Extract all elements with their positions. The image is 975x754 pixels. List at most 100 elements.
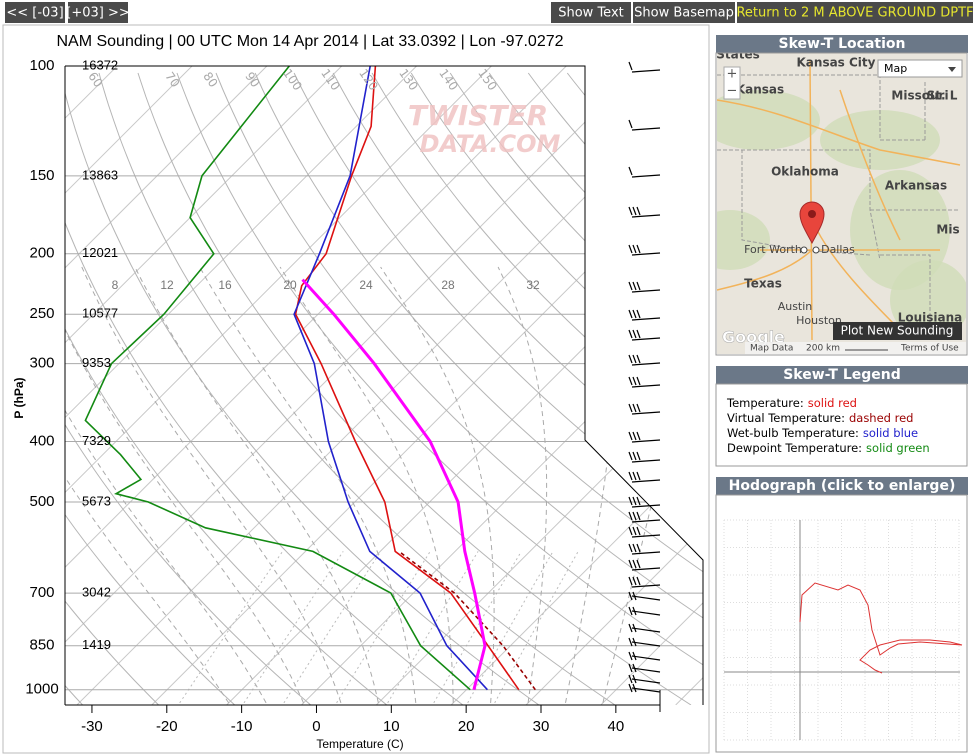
- dry-adiabat: [254, 72, 703, 705]
- show-text-button[interactable]: [551, 2, 631, 23]
- height-label: 3042: [82, 585, 111, 600]
- wind-barb-flag: [632, 606, 637, 616]
- hodograph-image[interactable]: [715, 494, 968, 753]
- map-select-arrow: [948, 67, 956, 72]
- theta-label: 130: [396, 66, 421, 93]
- wind-barb-flag: [628, 431, 633, 441]
- show-basemap-button[interactable]: [633, 2, 735, 23]
- zoom-out[interactable]: −: [727, 84, 738, 99]
- legend-style: solid green: [866, 441, 930, 455]
- isotherm: [65, 66, 492, 705]
- map-select[interactable]: [877, 59, 963, 78]
- wind-barb-staff: [631, 534, 661, 538]
- plot-button[interactable]: [833, 322, 962, 340]
- map-label: Texas: [744, 277, 782, 291]
- zoom-in[interactable]: +: [727, 67, 738, 82]
- moist-adiabat: [65, 266, 230, 704]
- hodograph[interactable]: [723, 519, 963, 741]
- y-tick-label: 400: [29, 432, 54, 449]
- return-button[interactable]: [737, 2, 973, 23]
- show-text-label[interactable]: Show Text: [558, 6, 624, 21]
- wind-barb-flag: [628, 683, 633, 693]
- theta-label: 140: [436, 66, 461, 93]
- wind-barb-staff: [631, 667, 661, 673]
- chart-frame: [2, 24, 710, 754]
- wind-barb-flag: [628, 623, 633, 633]
- map-border-line: [717, 74, 925, 141]
- legend-box: [715, 383, 968, 467]
- wind-barb-staff: [631, 127, 661, 131]
- wind-barb-staff: [631, 595, 661, 601]
- sounding-line: [293, 66, 488, 691]
- wind-barb-flag: [632, 526, 637, 536]
- show-basemap-label[interactable]: Show Basemap: [634, 6, 734, 21]
- wind-barb-flag: [636, 559, 641, 569]
- wind-barb-flag: [636, 543, 641, 553]
- sounding-line: [301, 278, 487, 691]
- wind-barb-staff: [631, 551, 661, 555]
- dry-adiabat: [65, 72, 312, 705]
- wind-barb-flag: [628, 206, 633, 216]
- height-label: 12021: [82, 245, 118, 260]
- moist-adiabat: [81, 266, 342, 704]
- sounding-line: [294, 66, 520, 691]
- plot-outline: [65, 65, 704, 705]
- return-label[interactable]: Return to 2 M ABOVE GROUND DPTF: [736, 6, 973, 21]
- y-tick-label: 100: [29, 57, 54, 74]
- legend-name: Temperature:: [726, 396, 804, 410]
- wind-barb-flag: [636, 526, 641, 536]
- wind-barb-flag: [628, 637, 633, 647]
- prev-label[interactable]: << [-03]: [6, 6, 63, 21]
- map-forest: [717, 210, 770, 270]
- zoom-box[interactable]: [723, 66, 741, 100]
- isotherm: [151, 66, 703, 705]
- next-button[interactable]: [68, 2, 128, 23]
- map-label: States: [716, 48, 760, 62]
- map-label: St. L: [927, 89, 958, 103]
- theta-label: 110: [318, 66, 343, 93]
- wind-barb-flag: [632, 663, 637, 673]
- dry-adiabat: [65, 72, 540, 705]
- isotherm: [65, 66, 567, 705]
- wind-barb-staff: [631, 567, 661, 571]
- height-label: 16372: [82, 57, 118, 72]
- wind-barb-flag: [632, 354, 637, 364]
- plot-button-label[interactable]: Plot New Sounding: [841, 324, 954, 338]
- map-footer: [745, 342, 966, 354]
- map-label: Mis: [936, 223, 959, 237]
- moist-adiabat: [65, 266, 267, 704]
- wind-barb-staff: [631, 289, 661, 293]
- wind-barb-flag: [628, 376, 633, 386]
- wind-barb-staff: [631, 687, 661, 693]
- sounding-line: [398, 550, 536, 691]
- theta-label: 80: [200, 69, 220, 90]
- wind-barb-flag: [636, 354, 641, 364]
- prev-button[interactable]: [5, 2, 65, 23]
- dry-adiabat: [98, 72, 616, 705]
- wind-barb-flag: [628, 526, 633, 536]
- wind-barb-flag: [636, 496, 641, 506]
- wind-barb-flag: [632, 403, 637, 413]
- map-highway: [809, 59, 813, 341]
- dry-adiabat: [449, 72, 703, 705]
- wind-barb-flag: [636, 281, 641, 291]
- legend-header-bg: [716, 366, 968, 384]
- wind-barb-staff: [631, 337, 661, 341]
- wind-barb-flag: [632, 431, 637, 441]
- legend-style: solid blue: [863, 426, 918, 440]
- isotherm: [450, 66, 703, 705]
- dry-adiabat: [488, 72, 703, 705]
- y-tick-label: 1000: [25, 681, 58, 698]
- hodo-header[interactable]: Hodograph (click to enlarge): [729, 478, 956, 494]
- legend-style: dashed red: [849, 411, 914, 425]
- wind-barb-staff: [631, 384, 661, 388]
- hodo-curve: [799, 582, 963, 674]
- wind-barb-flag: [628, 591, 633, 601]
- next-label[interactable]: [+03] >>: [66, 6, 130, 21]
- map-label: Kansas City: [797, 56, 876, 70]
- map-forest: [850, 170, 950, 290]
- map-select-label[interactable]: Map: [884, 62, 907, 75]
- legend-entry: Temperature: solid red: [726, 396, 857, 410]
